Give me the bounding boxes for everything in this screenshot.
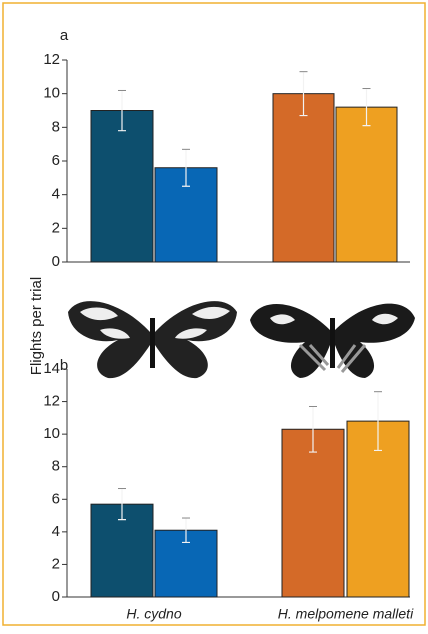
y-tick-label: 6 [52, 490, 60, 507]
y-tick-label: 8 [52, 118, 60, 135]
y-tick-label: 2 [52, 555, 60, 572]
bar [336, 107, 397, 262]
figure: Flights per trial a024681012b02468101214… [0, 0, 428, 629]
y-tick-label: 12 [43, 51, 60, 68]
y-tick-label: 8 [52, 458, 60, 475]
x-tick-label: H. melpomene malleti [278, 606, 414, 622]
y-tick-label: 10 [43, 425, 60, 442]
butterfly-melpomene [250, 304, 415, 378]
y-tick-label: 12 [43, 393, 60, 410]
bar [282, 429, 344, 597]
x-tick-label: H. cydno [126, 606, 181, 622]
bar [91, 111, 153, 263]
bar [273, 94, 334, 262]
y-tick-label: 6 [52, 152, 60, 169]
y-tick-label: 2 [52, 219, 60, 236]
panel-label: a [60, 27, 69, 44]
y-tick-label: 4 [52, 186, 60, 203]
y-tick-label: 0 [52, 253, 60, 270]
y-tick-label: 10 [43, 85, 60, 102]
butterfly-cydno [68, 301, 237, 378]
y-tick-label: 0 [52, 588, 60, 605]
y-tick-label: 14 [43, 360, 60, 377]
y-tick-label: 4 [52, 523, 60, 540]
